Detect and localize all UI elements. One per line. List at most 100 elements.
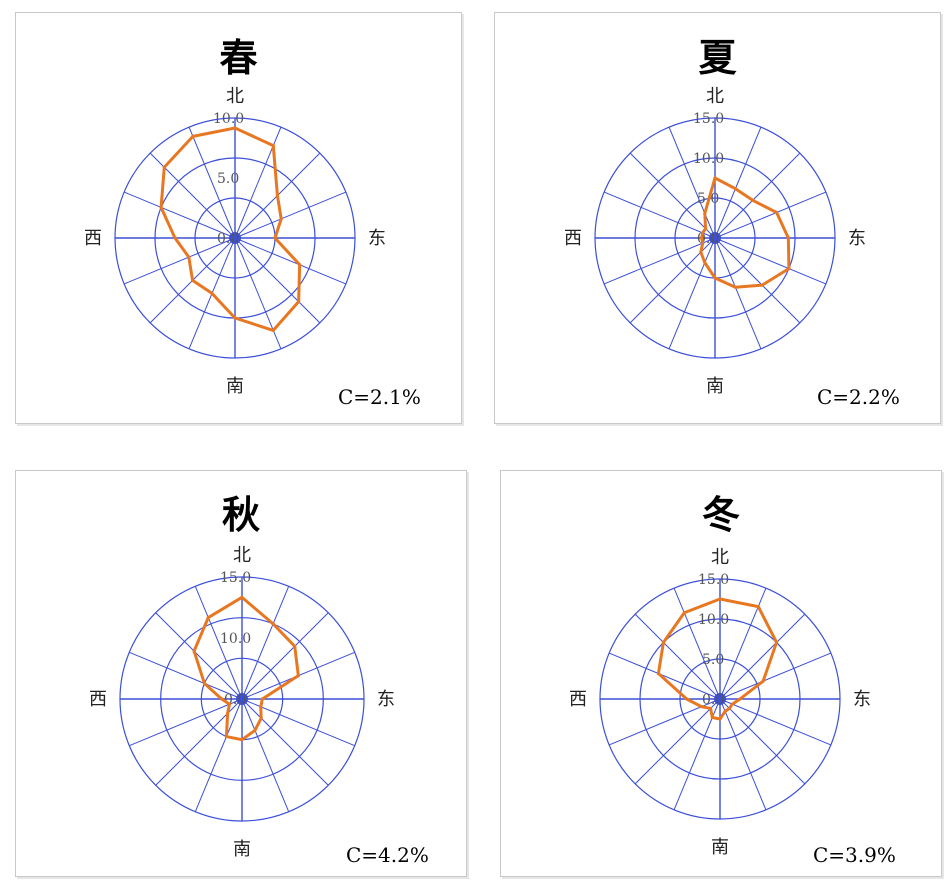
series-point xyxy=(173,236,177,240)
series-point xyxy=(710,715,714,720)
direction-label-west: 西 xyxy=(564,228,582,249)
rose-panel-autumn: 秋 0.0 10.0 15.0 北东南 西 C=4.2% xyxy=(15,470,467,877)
series-point xyxy=(733,285,738,289)
grid-spoke xyxy=(714,237,827,285)
center-dot xyxy=(236,693,248,705)
grid-spoke xyxy=(629,152,716,239)
grid-spoke xyxy=(194,698,243,812)
series-point xyxy=(701,231,705,235)
series-point xyxy=(727,706,732,711)
grid-spoke xyxy=(234,237,347,285)
grid-spoke xyxy=(714,237,762,350)
ring-label: 10.0 xyxy=(220,631,251,647)
direction-label-north: 北 xyxy=(226,86,244,107)
wind-rose-chart: 0.0 5.0 10.0 北东南 西 xyxy=(84,86,386,397)
grid-spoke xyxy=(129,698,243,747)
direction-label-west: 西 xyxy=(569,689,587,710)
grid-spoke xyxy=(608,652,721,700)
series-point xyxy=(210,291,214,296)
direction-label-east: 东 xyxy=(848,228,866,249)
rose-panel-winter: 冬 0.0 5.0 10.0 15.0 北东南 西 C=3.9% xyxy=(500,470,942,877)
series-point xyxy=(191,134,195,138)
series-point xyxy=(718,597,722,601)
series-point xyxy=(761,679,765,683)
series-point xyxy=(760,283,764,287)
ring-label: 0.0 xyxy=(702,692,724,708)
grid-spoke xyxy=(719,613,806,700)
calm-label: C=4.2% xyxy=(346,843,429,867)
series-point xyxy=(774,640,779,645)
direction-label-west: 西 xyxy=(84,228,102,249)
ring-label: 10.0 xyxy=(213,111,244,127)
series-point xyxy=(656,671,661,676)
direction-label-north: 北 xyxy=(233,545,251,566)
series-point xyxy=(190,278,195,283)
rose-panel-spring: 春 0.0 5.0 10.0 北东南 西 C=2.1% xyxy=(15,12,462,424)
grid-spoke xyxy=(603,237,716,285)
grid-spoke xyxy=(719,698,832,746)
grid-spoke xyxy=(241,612,329,700)
grid-spoke xyxy=(719,652,832,700)
series-point xyxy=(233,316,237,320)
series-point xyxy=(703,226,708,231)
series-point xyxy=(718,717,722,721)
grid-spoke xyxy=(155,612,243,700)
series-point xyxy=(703,211,707,215)
direction-label-east: 东 xyxy=(377,689,395,710)
series-point xyxy=(713,176,717,180)
grid-spoke xyxy=(668,126,716,239)
grid-spoke xyxy=(714,152,801,239)
grid-spoke xyxy=(603,191,716,239)
series-point xyxy=(233,126,237,130)
series-point xyxy=(273,236,277,240)
rose-panel-summer: 夏 0.0 5.0 10.0 15.0 北东南西 C=2.2% xyxy=(494,12,941,424)
grid-spoke xyxy=(719,698,806,785)
grid-spoke xyxy=(714,126,762,239)
grid-spoke xyxy=(241,586,290,700)
grid-spoke xyxy=(241,698,290,812)
series-point xyxy=(708,706,713,711)
calm-label: C=2.2% xyxy=(817,385,900,409)
series-point xyxy=(259,716,263,720)
series-point xyxy=(240,738,244,742)
grid-spoke xyxy=(241,698,329,786)
series-point xyxy=(787,267,791,271)
panel-title: 秋 xyxy=(221,492,260,537)
series-point xyxy=(271,144,275,148)
center-dot xyxy=(714,693,726,705)
panel-title: 春 xyxy=(219,35,258,80)
ring-label: 15.0 xyxy=(220,570,251,586)
grid-spoke xyxy=(123,191,236,239)
series-point xyxy=(786,236,790,240)
direction-label-east: 东 xyxy=(368,228,386,249)
series-point xyxy=(661,640,666,645)
series-point xyxy=(227,702,232,706)
series-point xyxy=(260,697,264,701)
grid-spoke xyxy=(234,237,321,324)
grid-spoke xyxy=(123,237,236,285)
series-point xyxy=(699,250,703,254)
series-point xyxy=(259,705,263,709)
series-point xyxy=(293,644,297,648)
grid-spoke xyxy=(714,191,827,239)
series-point xyxy=(733,187,738,191)
wind-rose-chart: 0.0 5.0 10.0 15.0 北东南 西 xyxy=(569,547,871,858)
panel-title: 冬 xyxy=(701,492,740,537)
direction-label-south: 南 xyxy=(226,376,244,397)
ring-label: 15.0 xyxy=(693,111,724,127)
grid-spoke xyxy=(668,237,716,350)
grid-spoke xyxy=(673,587,721,700)
series-point xyxy=(162,165,166,169)
series-point xyxy=(682,611,686,615)
series-point xyxy=(224,734,229,739)
series-point xyxy=(159,205,163,209)
series-point xyxy=(298,263,302,267)
direction-label-north: 北 xyxy=(711,547,729,568)
series-point xyxy=(271,328,275,332)
series-point xyxy=(701,241,705,245)
series-point xyxy=(202,681,207,686)
grid-spoke xyxy=(194,586,243,700)
direction-label-south: 南 xyxy=(233,839,251,860)
calm-label: C=3.9% xyxy=(813,843,896,867)
series-point xyxy=(700,236,704,240)
